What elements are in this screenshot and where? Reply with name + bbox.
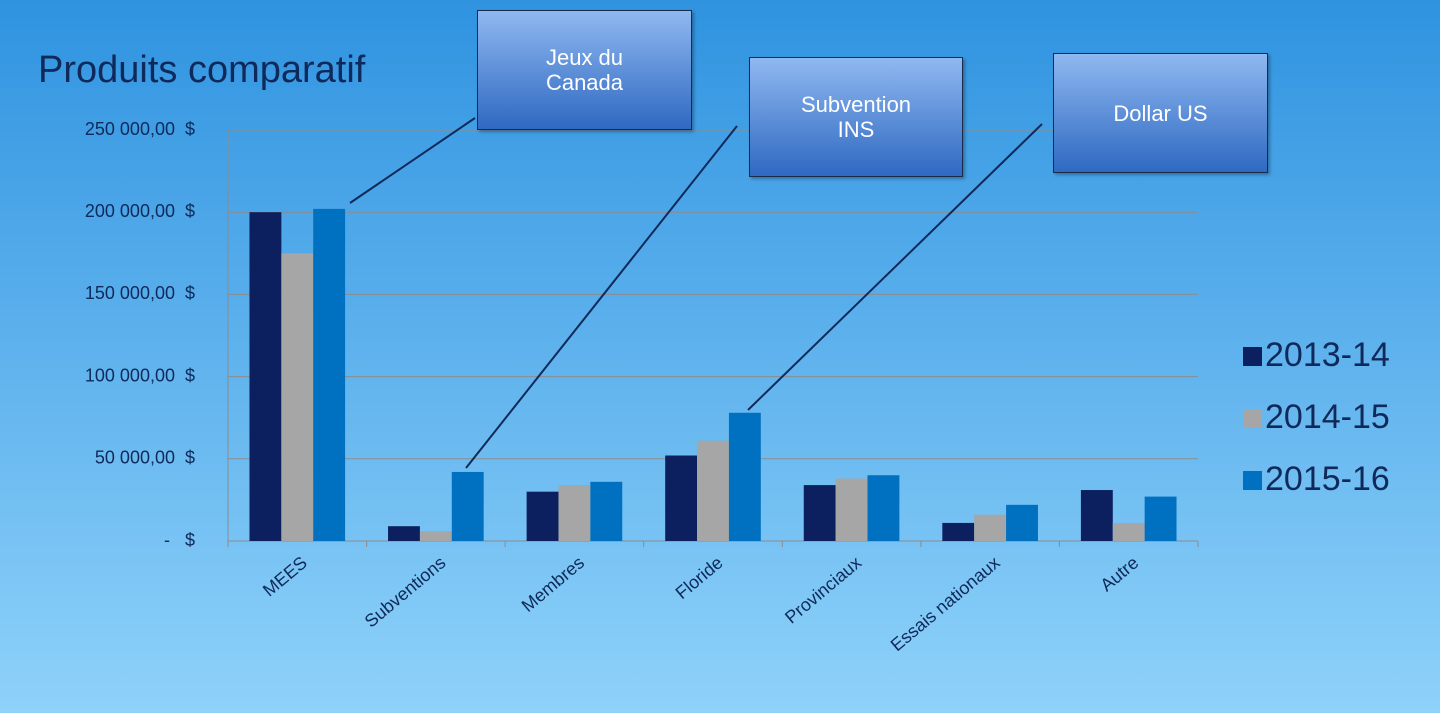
y-tick-label: 150 000,00 $ — [85, 283, 195, 303]
bar — [249, 212, 282, 541]
bar — [1080, 490, 1113, 541]
bar — [728, 412, 761, 541]
y-tick-label: 250 000,00 $ — [85, 119, 195, 139]
callout-text: Jeux du Canada — [545, 45, 624, 95]
y-tick-label: 50 000,00 $ — [95, 448, 195, 468]
legend-swatch — [1243, 409, 1262, 428]
bar — [697, 440, 729, 541]
bar — [526, 491, 559, 541]
bar — [942, 522, 975, 541]
bar — [388, 526, 420, 541]
x-tick-label: Provinciaux — [781, 552, 865, 627]
y-tick-label: - $ — [164, 530, 195, 550]
chart-title: Produits comparatif — [38, 49, 366, 91]
legend-label: 2014-15 — [1265, 398, 1390, 436]
bar — [1006, 504, 1038, 541]
bar — [803, 485, 836, 541]
bar — [590, 481, 623, 541]
y-tick-label: 200 000,00 $ — [85, 201, 195, 221]
callout-line — [465, 125, 738, 469]
bar — [419, 531, 452, 541]
bar — [558, 485, 591, 541]
legend-label: 2015-16 — [1265, 460, 1390, 498]
bar — [835, 478, 868, 541]
x-tick-label: Floride — [672, 552, 727, 603]
x-tick-label: Subventions — [361, 552, 450, 631]
x-tick-label: Essais nationaux — [887, 552, 1004, 655]
x-tick-label: Membres — [518, 552, 588, 616]
bar — [1144, 496, 1177, 541]
callout-box: Subvention INS — [749, 57, 963, 177]
y-tick-label: 100 000,00 $ — [85, 365, 195, 385]
x-tick-label: MEES — [259, 552, 311, 600]
bar — [451, 471, 484, 541]
callout-box: Dollar US — [1053, 53, 1268, 173]
legend-swatch — [1243, 347, 1262, 366]
legend-label: 2013-14 — [1265, 336, 1390, 374]
callout-line — [747, 123, 1043, 411]
callout-line — [349, 117, 476, 204]
bar — [665, 455, 698, 541]
legend-swatch — [1243, 471, 1262, 490]
callout-text: Subvention INS — [800, 92, 912, 142]
callout-text: Dollar US — [1113, 100, 1208, 126]
bar — [281, 253, 314, 542]
callout-box: Jeux du Canada — [477, 10, 692, 130]
x-tick-label: Autre — [1097, 552, 1143, 595]
bar — [313, 208, 346, 542]
bar — [1112, 522, 1145, 541]
bar — [974, 514, 1007, 541]
bar — [867, 475, 900, 541]
